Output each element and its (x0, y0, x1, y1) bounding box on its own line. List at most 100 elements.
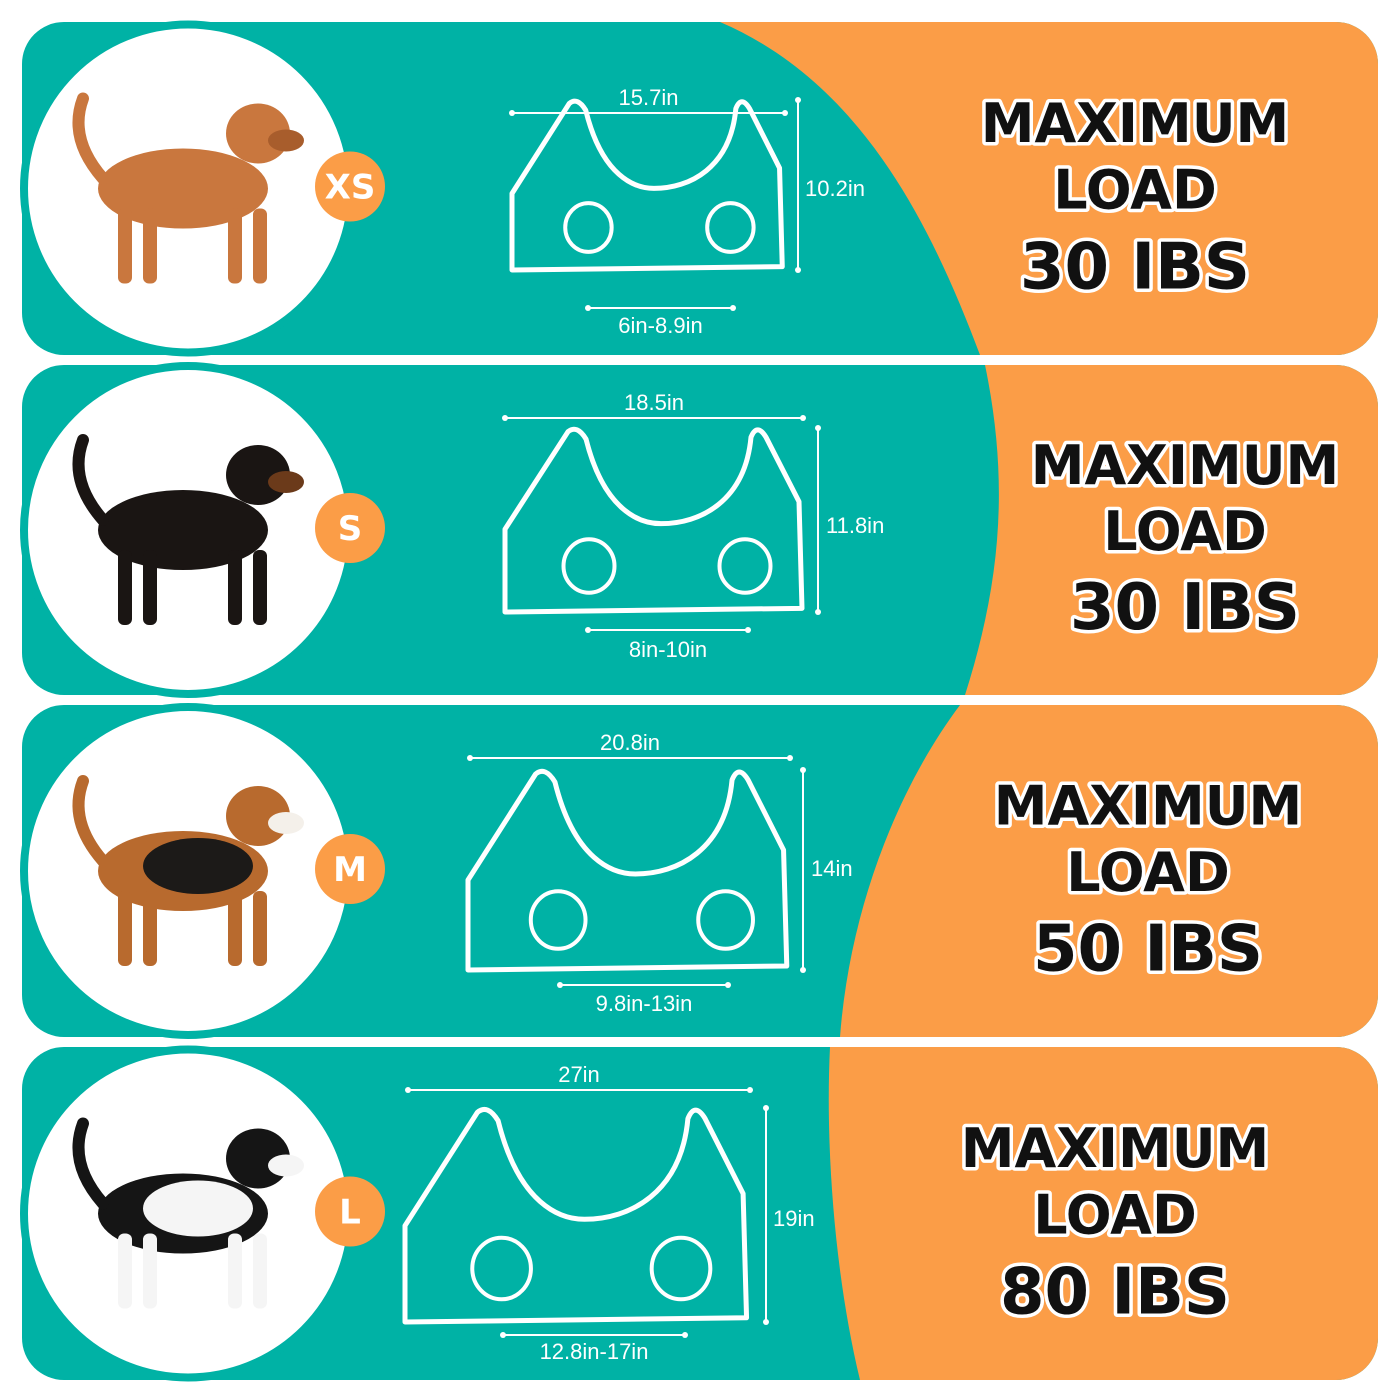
height-label: 19in (773, 1206, 815, 1231)
leg-hole-right (649, 1235, 713, 1302)
size-badge-label: M (333, 850, 367, 890)
bottom-width-line-end (500, 1332, 506, 1338)
carrier-bag-outline (402, 1106, 750, 1325)
height-label: 14in (811, 856, 853, 881)
max-load-title: MAXIMUM (961, 1117, 1270, 1180)
dog-markings (143, 1180, 253, 1237)
bottom-width-line-end (730, 305, 736, 311)
top-width-line-end (509, 110, 515, 116)
dog-tail (72, 1117, 109, 1210)
orange-background (840, 705, 1378, 1037)
leg-hole-right (705, 201, 756, 254)
top-width-line-end (782, 110, 788, 116)
size-badge (315, 1176, 385, 1247)
bottom-width-label: 9.8in-13in (596, 991, 693, 1016)
dog-leg (143, 1233, 157, 1309)
top-width-line-end (787, 755, 793, 761)
carrier-bag-outline (465, 768, 790, 973)
dog-snout (268, 812, 304, 834)
bottom-width-line-end (682, 1332, 688, 1338)
leg-hole-right (717, 537, 773, 595)
size-badge-label: S (338, 509, 363, 549)
poodle-photo (72, 92, 304, 284)
size-badge (315, 493, 385, 563)
size-badge-label: L (339, 1193, 361, 1233)
top-width-label: 18.5in (624, 390, 684, 415)
max-load-subtitle: LOAD (1053, 158, 1217, 221)
height-line-end (815, 425, 821, 431)
height-line-end (795, 267, 801, 273)
max-load-subtitle: LOAD (1033, 1183, 1197, 1246)
height-line-end (800, 767, 806, 773)
dog-leg (118, 891, 132, 966)
dog-tail (72, 434, 109, 526)
bottom-width-line-end (585, 627, 591, 633)
border-collie-photo (72, 1117, 304, 1309)
dog-snout (268, 1154, 304, 1177)
bottom-width-line-end (585, 305, 591, 311)
dog-leg (118, 1233, 132, 1309)
leg-hole-left (470, 1235, 533, 1302)
dog-leg (118, 208, 132, 284)
dog-leg (143, 550, 157, 625)
top-width-line-end (467, 755, 473, 761)
leg-hole-left (528, 889, 588, 951)
height-label: 10.2in (805, 176, 865, 201)
bottom-width-line-end (725, 982, 731, 988)
height-label: 11.8in (826, 513, 884, 538)
bottom-width-label: 6in-8.9in (618, 313, 702, 338)
dog-body (98, 148, 268, 229)
carrier-bag-outline (509, 98, 785, 273)
leg-hole-left (561, 537, 617, 595)
bottom-width-line-end (557, 982, 563, 988)
height-line-end (795, 97, 801, 103)
dog-leg (228, 550, 242, 625)
max-load-subtitle: LOAD (1103, 500, 1267, 563)
dog-snout (268, 129, 304, 152)
dog-body (98, 490, 268, 570)
height-line-end (763, 1105, 769, 1111)
max-load-value: 30 IBS (1070, 571, 1300, 645)
dog-leg (253, 891, 267, 966)
max-load-title: MAXIMUM (994, 775, 1303, 838)
dog-tail (72, 775, 109, 867)
height-line-end (815, 609, 821, 615)
bottom-width-label: 8in-10in (629, 637, 707, 662)
leg-hole-right (696, 889, 755, 951)
top-width-label: 27in (558, 1062, 600, 1087)
dog-leg (118, 550, 132, 625)
height-line-end (763, 1319, 769, 1325)
orange-background (828, 1047, 1378, 1380)
top-width-line-end (800, 415, 806, 421)
top-width-line-end (747, 1087, 753, 1093)
leg-hole-left (563, 201, 614, 254)
height-line-end (800, 967, 806, 973)
dog-leg (228, 891, 242, 966)
dog-leg (228, 208, 242, 284)
orange-background (965, 365, 1378, 695)
top-width-label: 15.7in (619, 85, 679, 110)
dog-leg (253, 1233, 267, 1309)
bottom-width-label: 12.8in-17in (540, 1339, 649, 1364)
max-load-subtitle: LOAD (1066, 841, 1230, 904)
dog-leg (228, 1233, 242, 1309)
carrier-bag-outline (502, 426, 805, 615)
dachshund-photo (72, 434, 304, 625)
max-load-value: 30 IBS (1020, 230, 1250, 304)
max-load-title: MAXIMUM (1031, 434, 1340, 497)
dog-leg (143, 208, 157, 284)
max-load-value: 80 IBS (1000, 1255, 1230, 1329)
size-badge (315, 151, 385, 222)
dog-leg (253, 550, 267, 625)
dog-leg (143, 891, 157, 966)
max-load-title: MAXIMUM (981, 92, 1290, 155)
top-width-label: 20.8in (600, 730, 660, 755)
dog-leg (253, 208, 267, 284)
orange-background (720, 22, 1378, 355)
max-load-value: 50 IBS (1033, 913, 1263, 987)
